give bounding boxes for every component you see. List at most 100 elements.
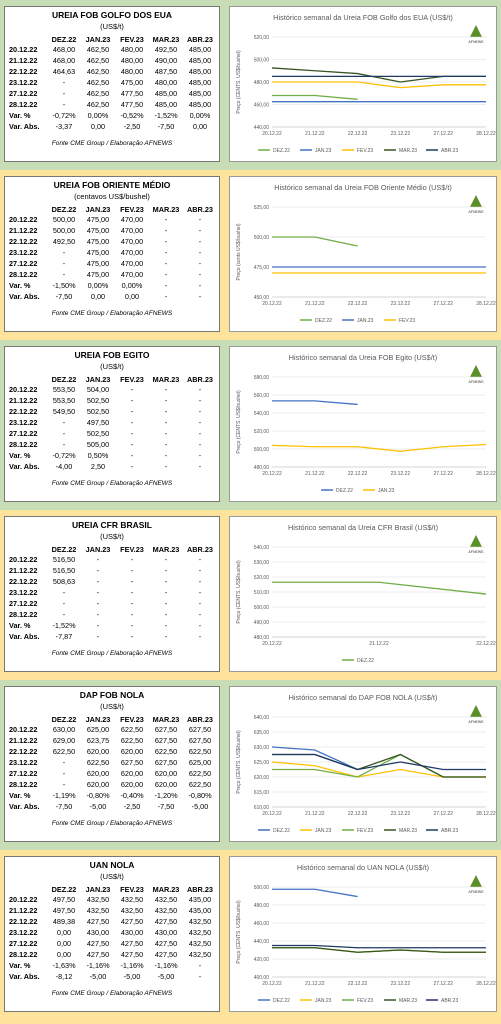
series-line xyxy=(271,746,358,771)
chart-box: Histórico semanal da Ureia FOB Egito (US… xyxy=(229,346,497,502)
row-label: 27.12.22 xyxy=(9,429,38,438)
cell: 0,00 xyxy=(192,122,208,131)
column-header: DEZ.22 xyxy=(51,374,77,384)
row-label: 21.12.22 xyxy=(9,566,38,575)
column-header: JAN.23 xyxy=(85,714,111,724)
cell: 480,00 xyxy=(120,67,144,76)
panel: UREIA FOB ORIENTE MÉDIO (centavos US$/bus… xyxy=(0,170,501,340)
cell: 620,00 xyxy=(120,769,144,778)
corner-cell xyxy=(7,34,47,44)
cell: 485,00 xyxy=(188,45,212,54)
logo-text: AFNEWS xyxy=(469,720,485,724)
table-unit: (US$/t) xyxy=(100,22,124,31)
column-header: DEZ.22 xyxy=(51,884,77,894)
table-row: Var. Abs. -8,12 -5,00 -5,00 -5,00 - xyxy=(7,971,217,982)
cell: 553,50 xyxy=(52,385,76,394)
cell: 0,00% xyxy=(87,281,109,290)
table-footer: Fonte CME Group / Elaboração AFNEWS xyxy=(51,650,173,657)
y-tick-label: 400,00 xyxy=(254,975,270,981)
cell: 470,00 xyxy=(120,259,144,268)
cell: - xyxy=(62,259,66,268)
row-label: Var. % xyxy=(9,621,31,630)
price-table: DEZ.22 JAN.23 FEV.23 MAR.23 ABR.23 20.12.22 49… xyxy=(7,884,217,982)
cell: 477,50 xyxy=(120,89,144,98)
row-label: Var. Abs. xyxy=(9,462,40,471)
cell: 500,00 xyxy=(52,226,76,235)
column-header: ABR.23 xyxy=(187,34,213,44)
cell: 620,00 xyxy=(86,769,110,778)
cell: -0,80% xyxy=(188,791,212,800)
row-label: 21.12.22 xyxy=(9,906,38,915)
table-row: 27.12.22 - 475,00 470,00 - - xyxy=(7,258,217,269)
cell: 620,00 xyxy=(86,747,110,756)
series-line xyxy=(271,67,486,83)
x-tick-label: 21.12.22 xyxy=(305,301,325,307)
cell: -4,00 xyxy=(55,462,73,471)
cell: - xyxy=(96,632,100,641)
cell: 475,00 xyxy=(86,259,110,268)
cell: - xyxy=(198,632,202,641)
table-row: Var. % -0,72% 0,00% -0,52% -1,52% 0,00% xyxy=(7,110,217,121)
table-row: 28.12.22 - 475,00 470,00 - - xyxy=(7,269,217,280)
cell: - xyxy=(198,396,202,405)
cell: 477,50 xyxy=(120,100,144,109)
cell: -0,52% xyxy=(120,111,144,120)
cell: - xyxy=(164,270,168,279)
table-row: 22.12.22 508,63 - - - - xyxy=(7,576,217,587)
table-row: 22.12.22 492,50 475,00 470,00 - - xyxy=(7,236,217,247)
header-row: DEZ.22 JAN.23 FEV.23 MAR.23 ABR.23 xyxy=(7,544,217,554)
cell: - xyxy=(198,407,202,416)
column-header: ABR.23 xyxy=(187,714,213,724)
table-row: Var. Abs. -7,50 0,00 0,00 - - xyxy=(7,291,217,302)
cell: -8,12 xyxy=(55,972,73,981)
x-tick-label: 28.12.22 xyxy=(476,301,496,307)
cell: 622,50 xyxy=(154,747,178,756)
cell: - xyxy=(198,462,202,471)
cell: - xyxy=(130,407,134,416)
legend-label: ABR.23 xyxy=(441,148,458,154)
chart: Histórico semanal da Ureia FOB Oriente M… xyxy=(236,183,496,324)
column-header: MAR.23 xyxy=(152,34,180,44)
row-label: 23.12.22 xyxy=(9,78,38,87)
y-tick-label: 510,00 xyxy=(254,590,270,596)
column-header: FEV.23 xyxy=(120,204,144,214)
row-label: Var. % xyxy=(9,281,31,290)
cell: 427,50 xyxy=(86,917,110,926)
column-header: ABR.23 xyxy=(187,374,213,384)
cell: -7,50 xyxy=(157,122,175,131)
chart-title: Histórico semanal da Ureia CFR Brasil (U… xyxy=(288,523,438,532)
column-header: DEZ.22 xyxy=(51,714,77,724)
cell: - xyxy=(198,961,202,970)
cell: - xyxy=(164,555,168,564)
legend-label: JAN.23 xyxy=(315,998,332,1004)
table-row: 22.12.22 622,50 620,00 620,00 622,50 622,50 xyxy=(7,746,217,757)
cell: 432,50 xyxy=(86,895,110,904)
column-header: DEZ.22 xyxy=(51,204,77,214)
cell: 468,00 xyxy=(52,45,76,54)
cell: 627,50 xyxy=(188,736,212,745)
cell: -1,19% xyxy=(52,791,76,800)
row-label: 27.12.22 xyxy=(9,599,38,608)
table-title: DAP FOB NOLA xyxy=(79,690,145,700)
column-header: MAR.23 xyxy=(152,884,180,894)
table-row: 27.12.22 - 502,50 - - - xyxy=(7,428,217,439)
column-header: JAN.23 xyxy=(85,204,111,214)
cell: - xyxy=(198,566,202,575)
logo-mark xyxy=(470,365,482,377)
table-row: 28.12.22 - 462,50 477,50 485,00 485,00 xyxy=(7,99,217,110)
table-row: Var. Abs. -4,00 2,50 - - - xyxy=(7,461,217,472)
cell: 432,50 xyxy=(154,895,178,904)
y-tick-label: 640,00 xyxy=(254,715,270,721)
cell: 549,50 xyxy=(52,407,76,416)
y-tick-label: 560,00 xyxy=(254,393,270,399)
cell: -7,87 xyxy=(55,632,73,641)
column-header: FEV.23 xyxy=(120,544,144,554)
cell: 622,50 xyxy=(120,736,144,745)
cell: 620,00 xyxy=(154,769,178,778)
legend-label: ABR.23 xyxy=(441,828,458,834)
row-label: Var. % xyxy=(9,451,31,460)
table-row: 21.12.22 516,50 - - - - xyxy=(7,565,217,576)
cell: - xyxy=(198,259,202,268)
cell: - xyxy=(198,577,202,586)
